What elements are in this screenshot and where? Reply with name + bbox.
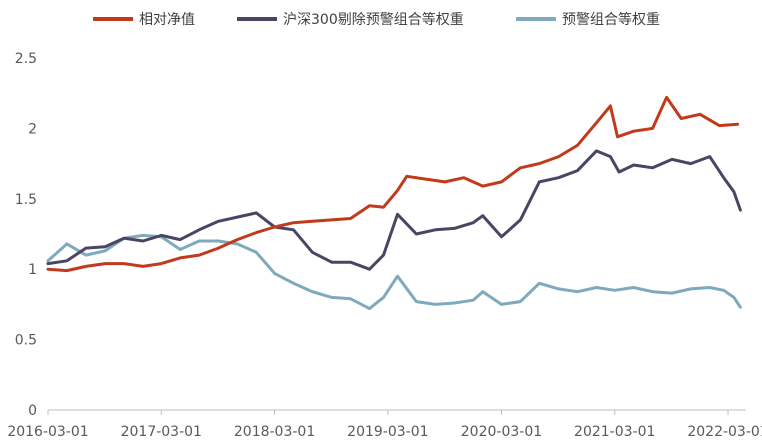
series-line — [46, 149, 742, 271]
x-tick-label: 2017-03-01 — [121, 424, 202, 440]
legend-swatch — [237, 17, 277, 21]
y-tick-label: 1.5 — [15, 192, 37, 208]
legend-item-warning-portfolio: 预警组合等权重 — [516, 8, 660, 30]
y-tick-label: 2.5 — [15, 51, 37, 67]
series-line — [46, 233, 742, 311]
legend-item-relative-nav: 相对净值 — [93, 8, 195, 30]
series-layer — [46, 95, 742, 311]
y-tick-label: 0.5 — [15, 333, 37, 349]
x-tick-label: 2021-03-01 — [574, 424, 655, 440]
legend-item-hs300-excl: 沪深300剔除预警组合等权重 — [237, 8, 464, 30]
legend: 相对净值 沪深300剔除预警组合等权重 预警组合等权重 — [0, 8, 762, 32]
legend-label: 沪深300剔除预警组合等权重 — [283, 12, 464, 28]
x-tick-label: 2018-03-01 — [234, 424, 315, 440]
y-tick-label: 2 — [28, 121, 37, 137]
x-tick-label: 2020-03-01 — [461, 424, 542, 440]
y-tick-label: 1 — [28, 262, 37, 278]
x-axis: 2016-03-01 2017-03-01 2018-03-01 2019-03-01… — [7, 410, 762, 440]
x-tick-label: 2022-03-01 — [687, 424, 762, 440]
legend-swatch — [516, 17, 556, 21]
legend-swatch — [93, 17, 133, 21]
legend-label: 相对净值 — [139, 12, 195, 28]
legend-label: 预警组合等权重 — [562, 12, 660, 28]
y-tick-label: 0 — [28, 403, 37, 419]
y-axis: 0 0.5 1 1.5 2 2.5 — [15, 51, 37, 419]
x-tick-label: 2016-03-01 — [7, 424, 88, 440]
series-line — [46, 95, 740, 273]
x-tick-label: 2019-03-01 — [347, 424, 428, 440]
